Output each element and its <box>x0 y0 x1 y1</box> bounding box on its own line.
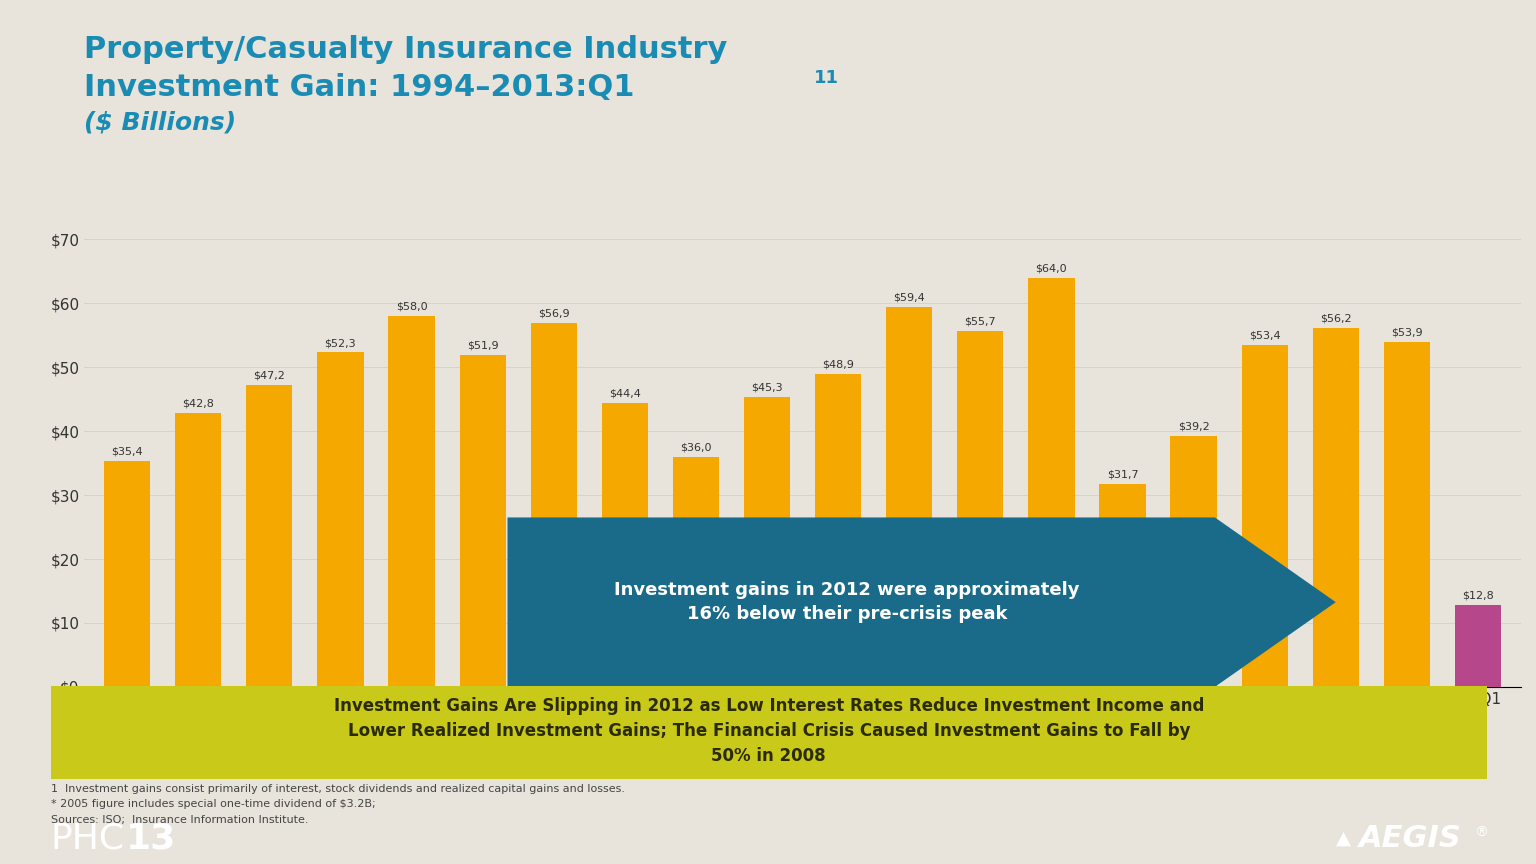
Bar <box>389 316 435 687</box>
Bar <box>886 307 932 687</box>
Text: $44,4: $44,4 <box>608 389 641 398</box>
Text: $52,3: $52,3 <box>324 338 356 348</box>
Bar <box>459 355 505 687</box>
Text: $45,3: $45,3 <box>751 383 783 393</box>
Bar <box>1241 346 1287 687</box>
Text: Investment Gain: 1994–2013:Q1: Investment Gain: 1994–2013:Q1 <box>84 73 634 103</box>
Bar <box>530 323 578 687</box>
Text: 1  Investment gains consist primarily of interest, stock dividends and realized : 1 Investment gains consist primarily of … <box>51 784 625 794</box>
Text: $42,8: $42,8 <box>183 399 214 409</box>
Bar <box>175 413 221 687</box>
Bar <box>1170 436 1217 687</box>
Text: 11: 11 <box>814 69 839 87</box>
Text: PHC: PHC <box>51 822 124 856</box>
Text: $55,7: $55,7 <box>965 316 997 327</box>
Text: Investment gains in 2012 were approximately
16% below their pre-crisis peak: Investment gains in 2012 were approximat… <box>614 581 1080 623</box>
Text: AEGIS: AEGIS <box>1359 824 1462 854</box>
Text: $59,4: $59,4 <box>894 293 925 302</box>
Text: * 2005 figure includes special one-time dividend of $3.2B;: * 2005 figure includes special one-time … <box>51 799 375 810</box>
Text: ▲: ▲ <box>1336 829 1352 848</box>
Text: $56,2: $56,2 <box>1319 313 1352 323</box>
Text: $36,0: $36,0 <box>680 442 711 452</box>
Text: $47,2: $47,2 <box>253 371 286 381</box>
Text: ®: ® <box>1475 826 1488 840</box>
Text: $53,4: $53,4 <box>1249 331 1281 341</box>
Bar <box>1313 327 1359 687</box>
Text: $64,0: $64,0 <box>1035 264 1068 273</box>
Bar <box>1384 342 1430 687</box>
Text: Sources: ISO;  Insurance Information Institute.: Sources: ISO; Insurance Information Inst… <box>51 815 309 825</box>
Text: Investment Gains Are Slipping in 2012 as Low Interest Rates Reduce Investment In: Investment Gains Are Slipping in 2012 as… <box>333 696 1204 765</box>
Bar <box>743 397 790 687</box>
Text: $31,7: $31,7 <box>1106 470 1138 480</box>
Polygon shape <box>507 518 1336 687</box>
Text: $39,2: $39,2 <box>1178 422 1209 432</box>
Text: $56,9: $56,9 <box>538 308 570 319</box>
Bar <box>104 461 151 687</box>
Text: $12,8: $12,8 <box>1462 591 1495 600</box>
Bar <box>957 331 1003 687</box>
Bar <box>602 403 648 687</box>
Bar <box>246 385 292 687</box>
Bar <box>816 374 862 687</box>
Bar <box>318 353 364 687</box>
Text: ($ Billions): ($ Billions) <box>84 111 237 135</box>
Text: $48,9: $48,9 <box>822 359 854 370</box>
Text: $51,9: $51,9 <box>467 340 499 351</box>
Text: $58,0: $58,0 <box>396 302 427 312</box>
Text: $53,9: $53,9 <box>1392 327 1422 338</box>
Bar <box>1028 277 1075 687</box>
Text: 13: 13 <box>126 822 177 856</box>
Bar <box>1100 484 1146 687</box>
Bar <box>1455 605 1501 687</box>
Bar <box>673 457 719 687</box>
Text: $35,4: $35,4 <box>111 446 143 456</box>
Text: Property/Casualty Insurance Industry: Property/Casualty Insurance Industry <box>84 35 728 64</box>
